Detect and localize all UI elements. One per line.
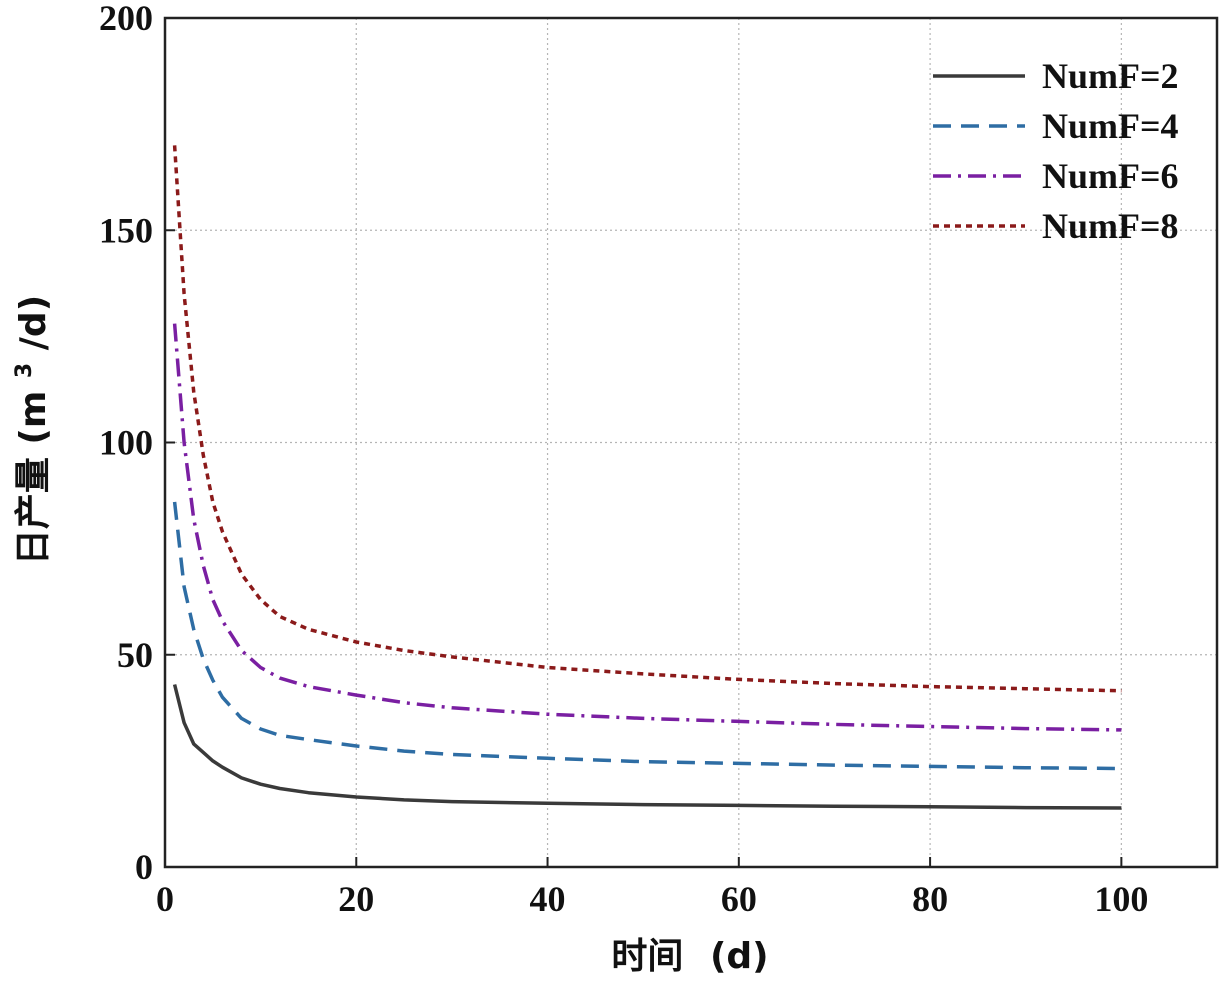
y-tick-label: 50 bbox=[117, 635, 153, 675]
legend-label: NumF=2 bbox=[1042, 56, 1179, 96]
y-tick-label: 100 bbox=[99, 423, 153, 463]
legend-label: NumF=6 bbox=[1042, 156, 1179, 196]
tick-labels: 0 20 40 60 80 100 0 50 100 150 200 bbox=[99, 0, 1148, 919]
legend: NumF=2 NumF=4 NumF=6 NumF=8 bbox=[933, 56, 1179, 246]
series-group bbox=[172, 145, 1122, 810]
x-tick-label: 60 bbox=[721, 879, 757, 919]
grid bbox=[165, 18, 1217, 867]
series-line-numf-6 bbox=[172, 323, 1122, 732]
series-line-numf-8 bbox=[172, 145, 1122, 693]
x-axis-title-cn: 时间 bbox=[611, 936, 683, 977]
y-axis-title-unit-open: (m bbox=[13, 391, 54, 445]
legend-label: NumF=4 bbox=[1042, 106, 1179, 146]
x-tick-label: 40 bbox=[530, 879, 566, 919]
y-tick-label: 0 bbox=[135, 847, 153, 887]
y-tick-label: 200 bbox=[99, 0, 153, 38]
series-line-numf-4 bbox=[172, 501, 1122, 771]
x-axis-title: 时间 (d) bbox=[611, 936, 768, 977]
ticks bbox=[164, 17, 1123, 868]
x-tick-label: 20 bbox=[338, 879, 374, 919]
x-axis-title-unit: (d) bbox=[710, 936, 769, 977]
x-tick-label: 80 bbox=[912, 879, 948, 919]
series-line-numf-2 bbox=[172, 684, 1122, 810]
legend-label: NumF=8 bbox=[1042, 206, 1179, 246]
x-tick-label: 100 bbox=[1094, 879, 1148, 919]
x-tick-label: 0 bbox=[156, 879, 174, 919]
y-tick-label: 150 bbox=[99, 210, 153, 250]
y-axis-title-cn: 日产量 bbox=[13, 457, 54, 565]
y-axis-title: 日产量 (m 3 /d) bbox=[0, 295, 54, 565]
y-axis-title-unit-sup: 3 bbox=[12, 363, 37, 378]
y-axis-title-unit-close: /d) bbox=[13, 295, 54, 350]
